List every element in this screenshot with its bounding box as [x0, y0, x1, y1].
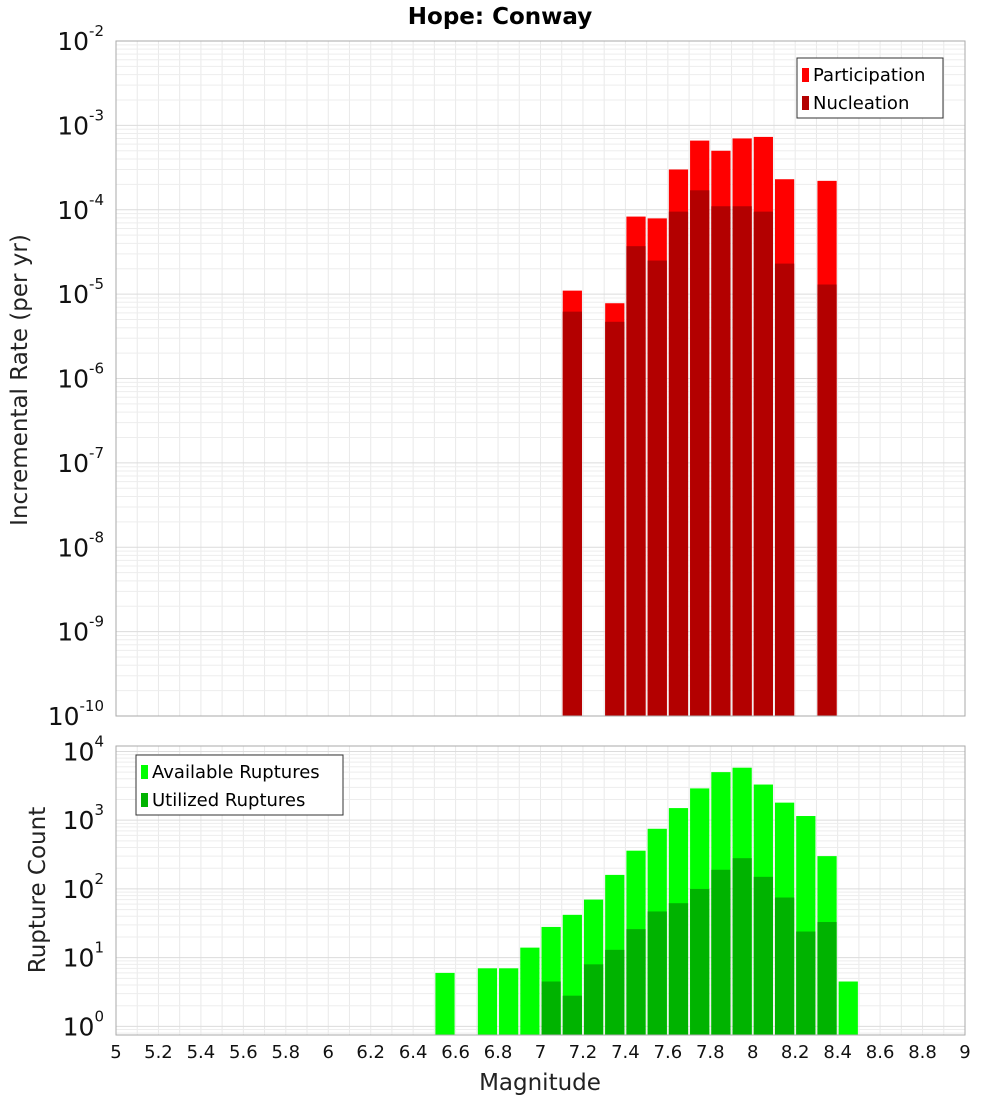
- top-bar: [562, 311, 582, 716]
- bottom-bar: [435, 972, 455, 1035]
- top-y-tick-label: 10-3: [57, 106, 104, 140]
- x-tick-label: 5: [110, 1042, 121, 1063]
- x-tick-label: 6.4: [399, 1042, 428, 1063]
- bottom-legend: Available Ruptures Utilized Ruptures: [135, 754, 344, 816]
- bottom-bar: [774, 897, 795, 1035]
- x-tick-label: 5.6: [229, 1042, 258, 1063]
- bottom-legend-swatch: [141, 793, 148, 807]
- x-tick-label: 5.2: [144, 1042, 173, 1063]
- top-bar: [774, 263, 795, 716]
- x-tick-label: 6: [323, 1042, 334, 1063]
- top-y-tick-label: 10-9: [57, 613, 104, 647]
- bottom-y-axis-label: Rupture Count: [25, 807, 51, 973]
- bottom-y-tick-label: 100: [63, 1007, 104, 1041]
- top-bar: [668, 211, 689, 716]
- top-legend-swatch: [802, 68, 809, 82]
- x-tick-label: 8.8: [908, 1042, 937, 1063]
- top-bar: [817, 284, 837, 716]
- bottom-bar: [477, 968, 498, 1035]
- bottom-legend-box: [135, 754, 344, 816]
- top-y-tick-label: 10-8: [57, 528, 104, 562]
- x-tick-label: 9: [959, 1042, 970, 1063]
- top-y-tick-label: 10-6: [57, 360, 104, 394]
- bottom-plot-area: 100 101 102 103 104 5 5.2 5.4 5.6 5.8 6 6.2 6.4 6.6 6.…: [63, 732, 971, 1063]
- bottom-bar: [605, 949, 625, 1035]
- top-legend-box: [796, 57, 944, 119]
- top-bar: [753, 211, 773, 716]
- bottom-bar: [668, 903, 689, 1035]
- bottom-bar: [838, 981, 858, 1035]
- x-axis-label: Magnitude: [479, 1070, 601, 1096]
- bottom-bar: [499, 968, 519, 1035]
- bottom-y-tick-label: 101: [63, 939, 104, 973]
- bottom-legend-swatch: [141, 765, 148, 779]
- bottom-y-tick-label: 103: [63, 801, 104, 835]
- x-tick-label: 8.6: [866, 1042, 895, 1063]
- top-y-tick-label: 10-2: [57, 22, 104, 56]
- top-y-tick-label: 10-7: [57, 444, 104, 478]
- top-bar: [605, 321, 625, 716]
- top-bar: [647, 260, 667, 716]
- bottom-bar: [796, 931, 816, 1035]
- top-legend-swatch: [802, 96, 809, 110]
- bottom-bar: [732, 858, 752, 1035]
- bottom-bar: [626, 929, 646, 1035]
- chart-title: Hope: Conway: [408, 4, 592, 30]
- x-tick-label: 7.6: [654, 1042, 683, 1063]
- top-grid: [115, 41, 966, 717]
- top-legend: Participation Nucleation: [796, 57, 944, 119]
- bottom-bar: [690, 888, 710, 1035]
- x-tick-label: 5.4: [187, 1042, 216, 1063]
- x-tick-label: 6.8: [484, 1042, 513, 1063]
- x-tick-label: 5.8: [271, 1042, 300, 1063]
- x-tick-label: 6.6: [441, 1042, 470, 1063]
- x-tick-label: 8: [747, 1042, 758, 1063]
- bottom-bar: [817, 922, 837, 1035]
- x-tick-label: 6.2: [356, 1042, 385, 1063]
- top-plot-area: 10-10 10-9 10-8 10-7 10-6 10-5 10-4 10-3 10-2 Par…: [48, 22, 966, 731]
- top-bar: [711, 206, 731, 716]
- top-y-tick-label: 10-5: [57, 275, 104, 309]
- top-legend-label: Nucleation: [813, 93, 909, 114]
- top-y-tick-label: 10-10: [48, 697, 104, 731]
- bottom-legend-label: Utilized Ruptures: [152, 790, 305, 811]
- top-y-axis-label: Incremental Rate (per yr): [7, 234, 33, 526]
- bottom-legend-label: Available Ruptures: [152, 762, 320, 783]
- bottom-bar: [753, 876, 773, 1035]
- bottom-y-tick-label: 102: [63, 870, 104, 904]
- x-tick-label: 7.8: [696, 1042, 725, 1063]
- x-tick-label: 7.2: [569, 1042, 598, 1063]
- x-tick-label: 8.4: [823, 1042, 852, 1063]
- top-bar: [626, 246, 646, 716]
- x-tick-label: 8.2: [781, 1042, 810, 1063]
- top-y-tick-label: 10-4: [57, 191, 104, 225]
- bottom-bar: [711, 869, 731, 1035]
- x-tick-label: 7.4: [611, 1042, 640, 1063]
- bottom-plot-border: [115, 745, 966, 1036]
- bottom-y-tick-label: 104: [63, 732, 104, 766]
- bottom-bar: [541, 981, 561, 1035]
- top-series-1: [562, 190, 837, 716]
- bottom-bar: [562, 995, 582, 1035]
- top-bar: [732, 206, 752, 716]
- top-bar: [690, 190, 710, 716]
- bottom-bar: [647, 911, 667, 1035]
- bottom-bar: [583, 964, 604, 1035]
- top-plot-border: [115, 40, 966, 717]
- x-tick-label: 7: [535, 1042, 546, 1063]
- bottom-series-1: [541, 858, 837, 1035]
- top-legend-label: Participation: [813, 65, 925, 86]
- bottom-bar: [520, 947, 540, 1035]
